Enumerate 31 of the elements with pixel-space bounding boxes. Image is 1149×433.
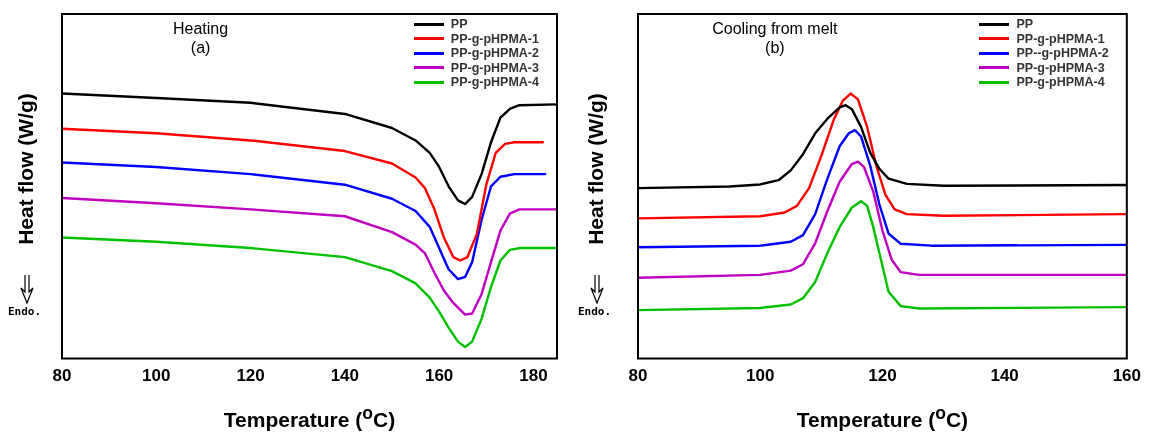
- x-tick-label: 100: [746, 366, 775, 386]
- x-tick-label: 160: [424, 366, 454, 386]
- legend-label: PP: [450, 17, 468, 32]
- chart-title: Cooling from melt: [712, 20, 838, 37]
- legend-label: PP-g-pHPMA-1: [1016, 31, 1105, 46]
- x-tick-label: 80: [52, 366, 72, 386]
- text: Endo.: [8, 304, 42, 318]
- y-axis-title: Heat flow (W/g): [13, 93, 38, 245]
- x-tick-label: 120: [236, 366, 265, 386]
- x-axis-title: Temperature ($^{o}$C): [222, 403, 397, 432]
- chart-subtitle: (a): [190, 39, 211, 56]
- legend-label: PP-g-pHPMA-2: [450, 46, 539, 61]
- legend-label: PP-g-pHPMA-3: [450, 60, 539, 75]
- x-tick-label: 100: [142, 366, 171, 386]
- legend-label: PP-g-pHPMA-4: [1016, 75, 1105, 90]
- legend-label: PP-g-pHPMA-1: [450, 31, 539, 46]
- legend-label: PP-g-pHPMA-3: [1016, 60, 1105, 75]
- chart-title: Heating: [173, 20, 229, 37]
- legend-label: PP--g-pHPMA-2: [1016, 46, 1109, 61]
- x-tick-label: 180: [519, 366, 548, 386]
- chart-subtitle: (b): [765, 39, 785, 56]
- y-axis-title: Heat flow (W/g): [583, 93, 608, 245]
- text: Endo.: [578, 304, 612, 318]
- x-tick-label: 140: [990, 366, 1019, 386]
- x-tick-label: 160: [1112, 366, 1142, 386]
- legend-label: PP-g-pHPMA-4: [450, 75, 539, 90]
- legend-label: PP: [1016, 17, 1034, 32]
- x-tick-label: 80: [628, 366, 648, 386]
- x-tick-label: 120: [868, 366, 897, 386]
- x-axis-title: Temperature ($^{o}$C): [795, 403, 970, 432]
- x-tick-label: 140: [330, 366, 360, 386]
